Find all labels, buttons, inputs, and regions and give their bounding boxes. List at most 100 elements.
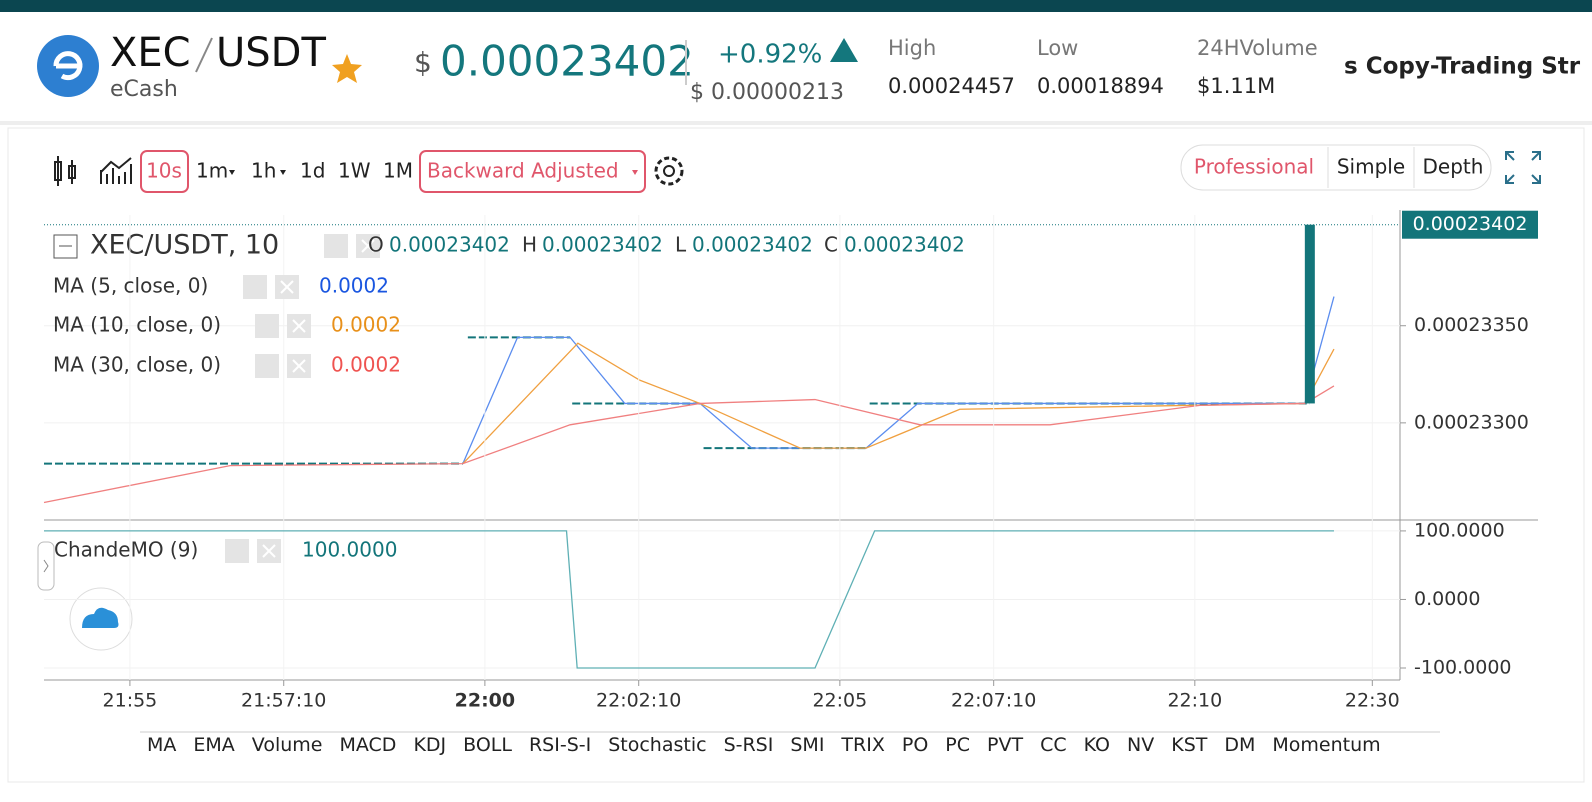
coin-logo-mark <box>53 51 83 81</box>
currency: $ <box>414 46 432 79</box>
ohlc-key: C <box>824 233 838 257</box>
indicator-tab[interactable]: PVT <box>987 734 1024 756</box>
x-tick-label: 21:57:10 <box>241 690 326 712</box>
interval[interactable]: 1W <box>338 159 371 183</box>
base: XEC <box>110 30 191 76</box>
ticker[interactable]: s Copy-Trading Str <box>1344 54 1581 80</box>
indicator-tab[interactable]: PC <box>945 734 971 756</box>
ohlc-value: 0.00023402 <box>542 233 663 257</box>
legend-value: 0.0002 <box>319 274 389 298</box>
dropdown-caret <box>632 170 638 175</box>
indicator-tab[interactable]: TRIX <box>841 734 885 756</box>
indicator-tab[interactable]: KO <box>1083 734 1111 756</box>
header <box>0 12 1592 124</box>
indicator-tab[interactable]: KDJ <box>413 734 447 756</box>
indicator-tab[interactable]: KST <box>1171 734 1208 756</box>
close-icon <box>292 319 306 333</box>
dropdown-caret <box>229 170 235 175</box>
legend-value: 0.0002 <box>331 353 401 377</box>
legend-entry: MA (30, close, 0) <box>53 353 221 377</box>
indicator-tab[interactable]: PO <box>901 734 929 756</box>
candle <box>1304 224 1315 404</box>
series-line <box>462 342 1335 465</box>
ohlc-value: 0.00023402 <box>844 233 965 257</box>
indicator-tabs: MA EMA Volume MACD KDJ BOLL RSI-S-I Stochastic S… <box>147 734 1381 756</box>
indicator-value: 100.0000 <box>302 538 397 562</box>
indicator-tab[interactable]: CC <box>1040 734 1067 756</box>
close-icon <box>292 359 306 373</box>
legend-entry: MA (5, close, 0) <box>53 274 208 298</box>
x-tick-label: 22:00 <box>455 690 515 712</box>
ohlc-value: 0.00023402 <box>389 233 510 257</box>
indicator-tab[interactable]: MACD <box>339 734 397 756</box>
collapse-legend[interactable] <box>53 234 78 259</box>
last-price-tag <box>1402 210 1538 239</box>
interval[interactable]: 1h <box>251 159 276 183</box>
indicator-tab[interactable]: DM <box>1224 734 1256 756</box>
favorite-star[interactable] <box>332 54 362 83</box>
indicator-tab[interactable]: MA <box>147 734 177 756</box>
top-bar <box>0 0 1592 12</box>
chart-card <box>7 127 1585 783</box>
indicator-tab[interactable]: Volume <box>251 734 323 756</box>
indicator-tab[interactable]: Stochastic <box>608 734 707 756</box>
view[interactable]: Simple <box>1337 155 1405 179</box>
settings-button[interactable] <box>255 314 279 338</box>
series-line <box>43 385 1335 504</box>
up-arrow <box>830 38 858 62</box>
x-tick-label: 22:02:10 <box>596 690 681 712</box>
last-price: 0.00023402 <box>440 37 694 86</box>
stat-value: 0.00018894 <box>1037 74 1164 98</box>
interval-box <box>140 150 189 193</box>
view[interactable]: Depth <box>1423 155 1484 179</box>
stat-label: High <box>888 36 936 60</box>
interval[interactable]: 10s <box>146 159 182 183</box>
ohlc-key: L <box>675 233 687 257</box>
coin-name: eCash <box>110 77 178 102</box>
ohlc-key: H <box>522 233 537 257</box>
indicator-tab[interactable]: EMA <box>193 734 235 756</box>
line-icon[interactable] <box>100 157 132 184</box>
indicator-tab[interactable]: S-RSI <box>723 734 774 756</box>
dropdown-caret <box>280 170 286 175</box>
collapse-button[interactable] <box>37 541 55 591</box>
close-icon <box>361 239 375 253</box>
series-line <box>44 530 1334 669</box>
settings-button[interactable] <box>324 234 348 258</box>
settings-button[interactable] <box>243 275 267 299</box>
legend-entry: MA (10, close, 0) <box>53 313 221 337</box>
x-tick-label: 22:10 <box>1167 690 1222 712</box>
interval[interactable]: 1d <box>300 159 325 183</box>
x-tick-label: 22:30 <box>1345 690 1400 712</box>
x-tick-label: 22:05 <box>812 690 867 712</box>
y-tick-label: -100.0000 <box>1414 657 1512 679</box>
y-tick-label: 0.00023350 <box>1414 314 1529 336</box>
quote: USDT <box>216 30 326 76</box>
collapse-arrow <box>43 559 49 573</box>
adjust[interactable]: Backward Adjusted <box>427 159 619 183</box>
indicator-tab[interactable]: NV <box>1127 734 1155 756</box>
x-tick-label: 22:07:10 <box>951 690 1036 712</box>
ohlc-value: 0.00023402 <box>692 233 813 257</box>
settings-icon[interactable] <box>654 156 684 186</box>
indicator-tab[interactable]: BOLL <box>463 734 512 756</box>
candle-icon[interactable] <box>54 156 76 186</box>
settings-button[interactable] <box>225 539 249 563</box>
indicator-tab[interactable]: RSI-S-I <box>528 734 592 756</box>
change-amount: $ 0.00000213 <box>690 80 844 105</box>
indicator-title: ChandeMO (9) <box>54 538 198 562</box>
indicator-tab[interactable]: Momentum <box>1272 734 1381 756</box>
interval[interactable]: 1m <box>196 159 228 183</box>
series-line <box>462 296 1335 464</box>
change: +0.92% <box>718 40 822 70</box>
stat-label: 24HVolume <box>1197 36 1318 60</box>
adjust-box <box>419 150 646 193</box>
fullscreen-icon[interactable] <box>1505 151 1541 184</box>
interval[interactable]: 1M <box>383 159 413 183</box>
settings-button[interactable] <box>255 354 279 378</box>
indicator-tab[interactable]: SMI <box>790 734 825 756</box>
view[interactable]: Professional <box>1194 155 1314 179</box>
y-tick-label: 100.0000 <box>1414 519 1505 541</box>
